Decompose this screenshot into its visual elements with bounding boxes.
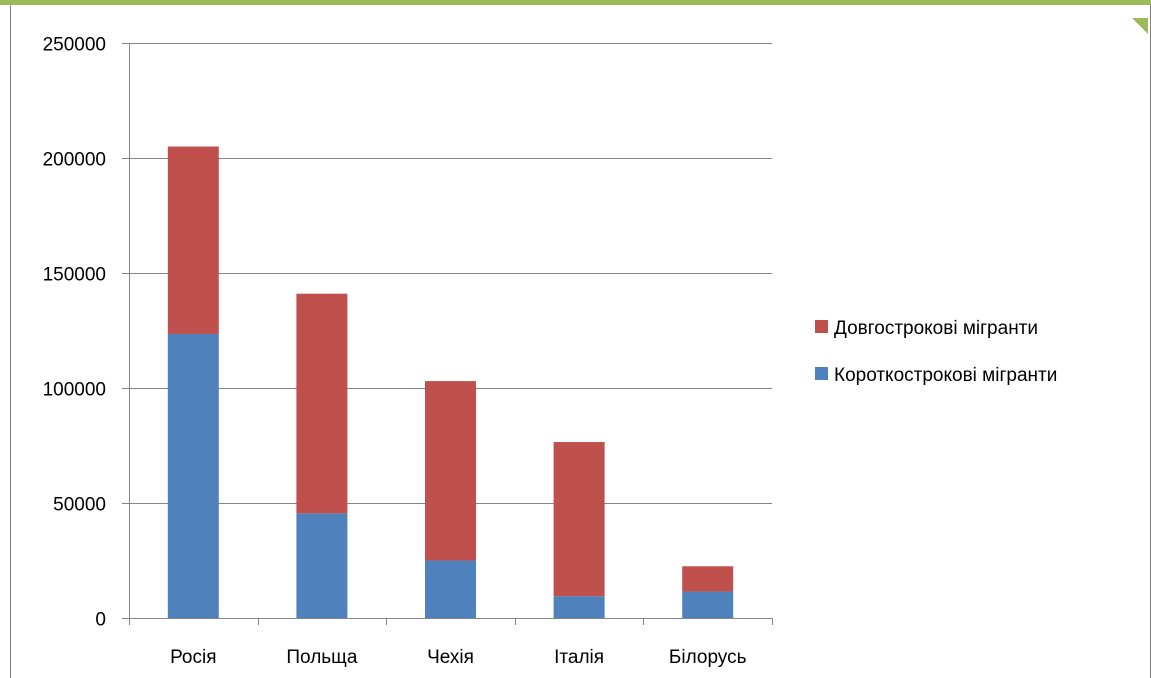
x-tick-label-3: Італія (554, 647, 604, 668)
x-tick-label-1: Польща (286, 647, 357, 668)
bar-short-term-1 (296, 513, 348, 618)
x-tick-label-2: Чехія (427, 647, 474, 668)
bar-short-term-3 (553, 596, 605, 618)
y-tick-label-50000: 50000 (53, 495, 106, 516)
x-tick-label-4: Білорусь (669, 647, 747, 668)
top-accent-bar (0, 0, 1151, 5)
legend-label-1: Короткострокові мігранти (834, 365, 1057, 386)
y-tick-label-250000: 250000 (43, 35, 106, 56)
bar-short-term-2 (425, 560, 476, 618)
legend-swatch-1 (815, 367, 828, 380)
bar-long-term-3 (553, 442, 605, 597)
axes (122, 43, 773, 625)
legend-label-0: Довгострокові мігранти (834, 318, 1038, 339)
y-tick-label-100000: 100000 (43, 380, 106, 401)
bar-long-term-1 (296, 293, 348, 514)
bar-long-term-0 (167, 146, 219, 334)
y-axis-tick-labels: 0 50000 100000 150000 200000 250000 (43, 35, 106, 631)
bar-short-term-0 (167, 333, 219, 618)
x-axis-tick-labels: Росія Польща Чехія Італія Білорусь (170, 647, 747, 668)
legend: Довгострокові мігранти Короткострокові мі… (815, 318, 1057, 386)
frame-corner-mark (1132, 18, 1148, 34)
x-tick-label-0: Росія (170, 647, 216, 668)
bar-long-term-2 (425, 381, 476, 561)
bars (167, 146, 734, 618)
y-tick-label-0: 0 (95, 610, 106, 631)
y-tick-label-150000: 150000 (43, 265, 106, 286)
bar-short-term-4 (682, 591, 734, 618)
y-tick-label-200000: 200000 (43, 150, 106, 171)
bar-long-term-4 (682, 566, 734, 592)
legend-swatch-0 (815, 320, 828, 333)
